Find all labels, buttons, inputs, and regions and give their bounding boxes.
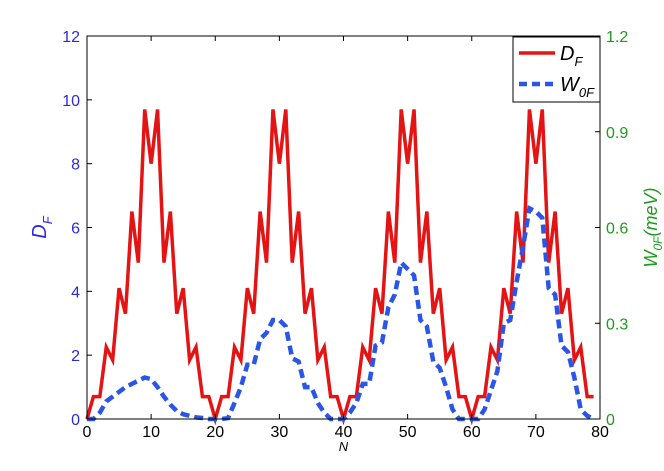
y-right-axis-title-sub: 0F [651, 236, 664, 251]
legend-label-1: DF [560, 43, 583, 69]
y-right-axis-title-unit: (meV) [641, 187, 661, 236]
y-right-tick-label: 0.9 [606, 125, 628, 142]
series-line-d-f [85, 109, 594, 426]
y-left-tick-label: 0 [71, 412, 80, 429]
x-tick-label: 0 [83, 424, 92, 441]
x-tick-label: 60 [463, 424, 481, 441]
y-left-axis-title-text: DF [29, 215, 55, 238]
legend-label-main: W [560, 74, 581, 96]
y-left-tick-label: 2 [71, 348, 80, 365]
legend-label-sub: F [574, 54, 583, 69]
x-tick-label: 20 [206, 424, 224, 441]
series-layer [85, 109, 595, 426]
y-left-tick-label: 10 [62, 93, 80, 110]
x-tick-label: 70 [527, 424, 545, 441]
y-right-axis-title: W0F(meV) [641, 187, 664, 267]
y-left-tick-label: 8 [71, 157, 80, 174]
y-right-axis-title-main: W [641, 249, 661, 268]
legend-label-2: W0F [560, 74, 595, 100]
x-tick-label: 40 [335, 424, 353, 441]
x-tick-label: 50 [399, 424, 417, 441]
x-axis-title: N [339, 439, 349, 454]
y-left-axis-title: DF [29, 215, 55, 238]
x-tick-label: 80 [591, 424, 609, 441]
y-left-tick-label: 12 [62, 29, 80, 46]
x-tick-label: 10 [142, 424, 160, 441]
y-right-tick-label: 0.3 [606, 316, 628, 333]
y-right-axis-title-text: W0F(meV) [641, 187, 664, 267]
legend-box [512, 36, 601, 103]
legend-label-main: D [560, 43, 574, 65]
y-left-tick-label: 6 [71, 221, 80, 238]
y-right-tick-label: 0.6 [606, 221, 628, 238]
y-right-tick-label: 0 [606, 412, 615, 429]
y-left-tick-label: 4 [71, 284, 80, 301]
legend-label-sub: 0F [579, 85, 595, 100]
y-right-tick-label: 1.2 [606, 29, 628, 46]
y-left-axis-title-main: D [29, 224, 51, 238]
x-tick-label: 30 [270, 424, 288, 441]
y-left-axis-title-sub: F [40, 215, 55, 224]
